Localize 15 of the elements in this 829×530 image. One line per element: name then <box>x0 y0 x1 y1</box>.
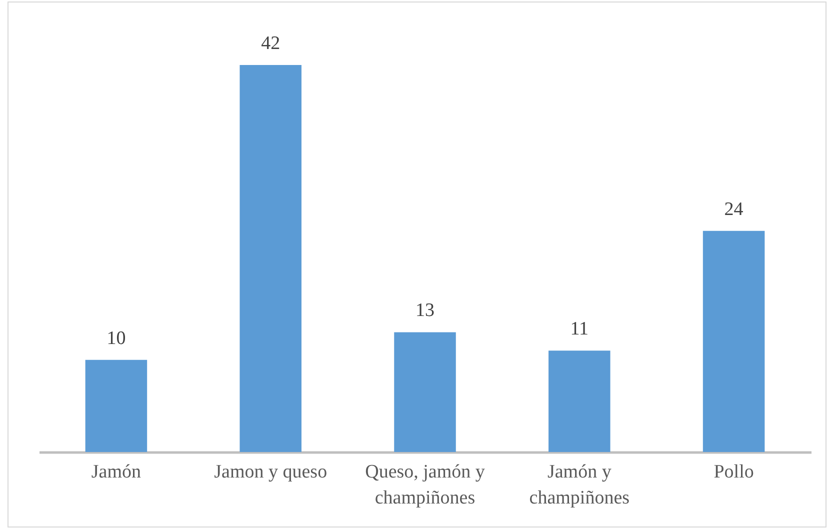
x-tick-label: Jamón <box>91 462 142 482</box>
bar <box>548 350 610 452</box>
bar <box>702 230 765 452</box>
x-tick-label: Pollo <box>714 462 754 482</box>
x-tick-label: Jamón y champiñones <box>529 462 630 508</box>
data-label: 13 <box>416 300 434 322</box>
bar <box>240 65 302 452</box>
bar <box>394 332 456 452</box>
data-label: 42 <box>261 33 280 54</box>
data-label: 11 <box>570 318 589 340</box>
x-tick-label: Jamon y queso <box>214 462 328 482</box>
bar <box>85 360 148 452</box>
x-tick-label: Queso, jamón y champiñones <box>365 462 486 508</box>
data-label: 24 <box>724 198 744 220</box>
data-label: 10 <box>106 328 126 349</box>
